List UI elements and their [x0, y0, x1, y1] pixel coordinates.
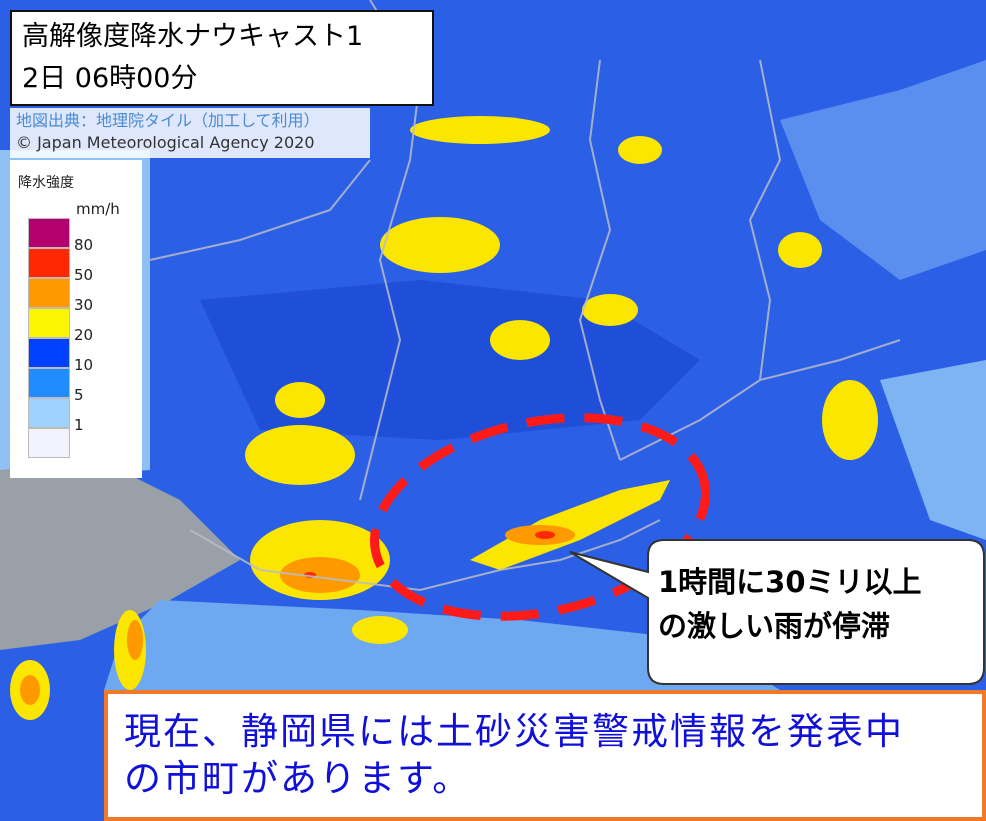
rain-patch: [245, 425, 355, 485]
rain-patch: [778, 232, 822, 268]
boundary-line: [149, 159, 371, 261]
highlight-dashed-circle: [369, 413, 711, 621]
copyright-notice: © Japan Meteorological Agency 2020: [16, 133, 315, 152]
legend-value-label: 80: [74, 236, 94, 254]
legend-value-label: 50: [74, 266, 94, 284]
callout-bubble: [569, 539, 985, 685]
rain-band: [470, 480, 670, 570]
legend-unit: mm/h: [76, 200, 120, 218]
light-rain-area-east: [880, 360, 986, 540]
precipitation-legend: 降水強度 mm/h 80 50 30 20 10 5 1: [10, 160, 142, 478]
legend-swatch: [28, 338, 70, 368]
legend-swatch: [28, 278, 70, 308]
callout-line-1: 1時間に30ミリ以上: [658, 565, 922, 599]
rain-core: [20, 675, 40, 705]
legend-value-label: 10: [74, 356, 94, 374]
rain-core: [280, 557, 360, 593]
rain-patch: [380, 217, 500, 273]
legend-swatch: [28, 368, 70, 398]
legend-value-label: 5: [74, 386, 84, 404]
legend-value-label: 1: [74, 416, 84, 434]
alert-line-1: 現在、静岡県には土砂災害警戒情報を発表中: [124, 710, 904, 753]
gray-sea-area: [0, 460, 240, 650]
legend-title: 降水強度: [18, 175, 74, 191]
legend-swatch: [28, 398, 70, 428]
title-line-1: 高解像度降水ナウキャスト1: [22, 21, 364, 52]
rain-patch: [618, 136, 662, 164]
boundary-line: [748, 59, 782, 381]
callout-text: 1時間に30ミリ以上 の激しい雨が停滞: [658, 560, 968, 648]
light-rain-area-ne: [780, 60, 986, 280]
map-source-credit: 地図出典：地理院タイル（加工して利用）: [16, 111, 320, 130]
legend-swatch: [28, 248, 70, 278]
legend-swatch: [28, 218, 70, 248]
rain-patch: [822, 380, 878, 460]
callout-line-2: の激しい雨が停滞: [658, 609, 891, 643]
rain-patch: [490, 320, 550, 360]
legend-swatch: [28, 428, 70, 458]
legend-swatch: [28, 308, 70, 338]
alert-message-box: 現在、静岡県には土砂災害警戒情報を発表中 の市町があります。: [104, 690, 986, 821]
boundary-line: [578, 59, 621, 461]
rain-core: [127, 620, 143, 660]
nowcast-title-box: 高解像度降水ナウキャスト1 2日 06時00分: [10, 10, 434, 106]
legend-value-label: 30: [74, 296, 94, 314]
coastline: [189, 519, 661, 592]
rain-patch: [410, 116, 550, 144]
rain-patch: [275, 382, 325, 418]
legend-value-label: 20: [74, 326, 94, 344]
rain-patch: [582, 294, 638, 326]
map-credit: 地図出典：地理院タイル（加工して利用） © Japan Meteorologic…: [10, 108, 370, 158]
rain-patch: [352, 616, 408, 644]
alert-line-2: の市町があります。: [124, 757, 472, 800]
title-line-2: 2日 06時00分: [22, 63, 198, 94]
rain-core: [535, 531, 555, 539]
light-rain-area-south: [104, 600, 780, 690]
